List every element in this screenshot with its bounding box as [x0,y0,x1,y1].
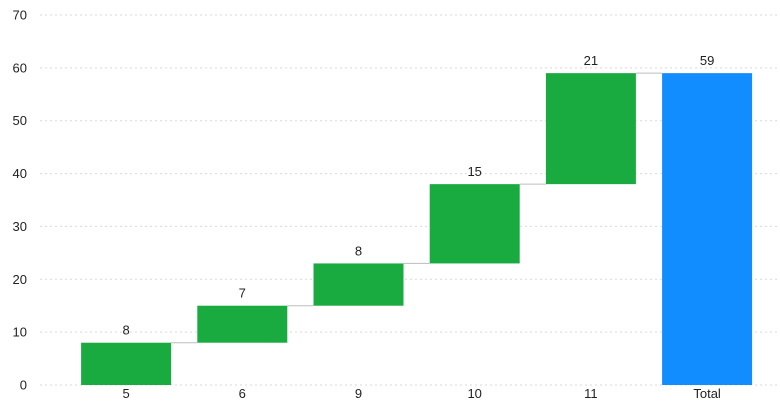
data-label: 59 [700,53,714,68]
bar-6 [197,305,288,343]
bars [81,73,753,386]
y-tick-label: 0 [20,378,27,393]
y-tick-label: 30 [13,219,27,234]
y-tick-label: 70 [13,8,27,23]
bar-10 [429,184,520,264]
data-label: 15 [467,164,481,179]
y-axis-ticks: 0 10 20 30 40 50 60 70 [13,8,27,393]
x-tick-label: 11 [584,386,598,401]
x-tick-label: 10 [467,386,481,401]
bar-5 [81,342,172,385]
y-tick-label: 10 [13,325,27,340]
y-tick-label: 20 [13,272,27,287]
x-tick-label: 6 [239,386,246,401]
bar-11 [545,73,636,185]
bar-9 [313,263,404,306]
bar-total [662,73,753,386]
connectors [171,72,663,344]
y-tick-label: 50 [13,113,27,128]
x-tick-label: 5 [122,386,129,401]
x-axis-ticks: 5 6 9 10 11 Total [122,386,720,401]
x-tick-label: 9 [355,386,362,401]
data-label: 8 [355,243,362,258]
gridlines [40,14,780,386]
y-tick-label: 40 [13,166,27,181]
data-labels: 8 7 8 15 21 59 [122,53,714,338]
data-label: 21 [584,53,598,68]
data-label: 8 [122,323,129,338]
data-label: 7 [239,286,246,301]
y-tick-label: 60 [13,60,27,75]
x-tick-label: Total [693,386,721,401]
